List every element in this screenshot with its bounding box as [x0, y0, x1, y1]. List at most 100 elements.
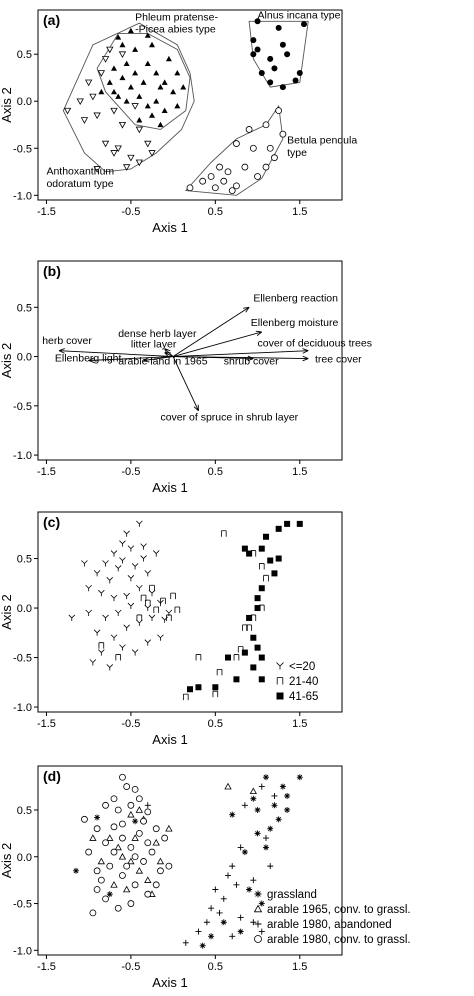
data-point [119, 820, 126, 828]
data-point [195, 684, 202, 691]
data-point [123, 98, 130, 104]
data-point [199, 177, 207, 185]
data-point [254, 830, 261, 837]
vector-arrow [173, 350, 309, 358]
data-point [296, 70, 303, 77]
data-point [122, 164, 131, 171]
data-point [123, 862, 131, 870]
data-point [267, 55, 274, 62]
data-point [166, 614, 172, 621]
data-point [114, 843, 122, 851]
y-tick-label: 0.5 [17, 805, 32, 817]
data-point [123, 592, 130, 600]
data-point [131, 853, 139, 861]
data-point [249, 144, 257, 152]
data-point [144, 32, 151, 38]
data-point [140, 858, 147, 865]
vector-arrow [164, 352, 174, 357]
data-point [279, 130, 287, 138]
data-point [140, 79, 147, 85]
data-point [111, 88, 117, 95]
data-point [160, 597, 166, 605]
data-point [161, 834, 169, 842]
data-point [119, 872, 126, 879]
data-point [123, 624, 130, 631]
data-point [241, 849, 248, 856]
data-point [284, 806, 291, 813]
data-point [81, 560, 88, 567]
data-point [157, 121, 164, 128]
data-point [165, 609, 173, 616]
plot-frame [37, 765, 343, 956]
data-point [212, 886, 219, 893]
data-point [250, 634, 257, 641]
data-point [98, 642, 105, 649]
panel-label: (c) [43, 514, 60, 530]
data-point [165, 862, 173, 870]
data-point [279, 41, 286, 48]
data-point [97, 876, 105, 884]
data-point [144, 839, 152, 847]
data-point [80, 117, 89, 124]
data-point [132, 818, 139, 825]
data-point [225, 872, 231, 879]
data-point [174, 70, 181, 76]
vector-arrow [88, 356, 174, 361]
x-tick-label: -0.5 [121, 466, 140, 478]
data-point [93, 570, 101, 577]
y-tick-label: -0.5 [13, 899, 32, 911]
data-point [127, 154, 135, 162]
data-point [106, 46, 114, 54]
vector-arrow [172, 306, 250, 357]
chart-panel-3: (c) -1.5 -0.5 0.5 1.5 -1.0 -0.5 0.0 0.5 Axis 1 Axi… [0, 511, 343, 747]
data-point [119, 644, 126, 651]
data-point [97, 857, 106, 865]
data-point [161, 107, 168, 114]
data-point [182, 693, 189, 701]
data-point [275, 24, 282, 31]
data-point [237, 844, 244, 851]
data-point [275, 107, 283, 115]
data-point [258, 928, 265, 935]
data-point [93, 825, 101, 833]
legend-entry: 21-40 [289, 676, 318, 688]
data-point [157, 634, 164, 641]
x-tick-label: 1.5 [292, 206, 307, 218]
data-point [258, 783, 265, 790]
data-point [106, 577, 114, 584]
data-point [195, 654, 202, 661]
data-point [170, 592, 176, 600]
data-point [118, 51, 127, 59]
data-point [258, 563, 265, 570]
data-point [110, 107, 118, 115]
data-point [135, 795, 143, 803]
x-tick-label: 0.5 [208, 466, 223, 478]
data-point [114, 609, 122, 616]
data-point [144, 876, 152, 883]
data-point [271, 792, 278, 799]
y-axis-label: Axis 2 [0, 594, 14, 629]
data-point [131, 563, 139, 570]
data-point [262, 121, 270, 129]
data-point [267, 863, 274, 870]
data-point [241, 545, 248, 552]
data-point [106, 79, 113, 85]
data-point [207, 173, 215, 180]
vector-arrow [172, 356, 199, 411]
vector-arrowhead [302, 355, 309, 362]
data-point [216, 668, 223, 676]
data-point [229, 933, 236, 940]
group-hull [184, 104, 284, 196]
y-tick-label: -0.5 [13, 401, 32, 413]
data-point [182, 939, 189, 946]
data-point [212, 684, 219, 691]
data-point [271, 802, 278, 809]
data-point [144, 140, 152, 148]
vector-label: herb cover [42, 335, 92, 347]
panel-label: (b) [43, 263, 61, 279]
data-point [195, 928, 202, 935]
data-point [174, 102, 181, 109]
data-point [157, 867, 164, 875]
data-point [144, 802, 151, 809]
data-point [135, 806, 144, 813]
